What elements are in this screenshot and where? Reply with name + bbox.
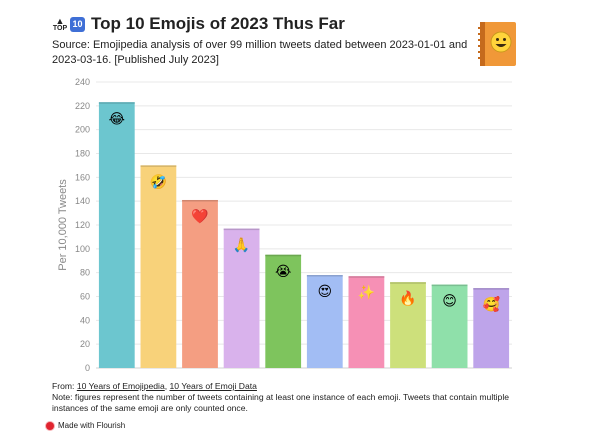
bar-emoji-label: 🥰 bbox=[482, 295, 500, 313]
y-tick-label: 0 bbox=[85, 363, 90, 373]
keycap-ten-icon: 10 bbox=[70, 16, 85, 32]
bar-emoji-label: 😭 bbox=[275, 264, 291, 280]
bar-emoji-label: 🤣 bbox=[149, 173, 167, 190]
y-tick-label: 40 bbox=[80, 315, 90, 325]
y-tick-label: 100 bbox=[75, 244, 90, 254]
bar[interactable] bbox=[390, 282, 426, 368]
title-badges: ▲ TOP 10 bbox=[52, 15, 85, 32]
y-tick-label: 160 bbox=[75, 172, 90, 182]
bar-emoji-label: 🙏 bbox=[233, 237, 250, 254]
bar[interactable] bbox=[182, 199, 218, 368]
bar[interactable] bbox=[140, 165, 177, 368]
y-tick-label: 140 bbox=[75, 196, 90, 206]
bar-emoji-label: 🔥 bbox=[399, 290, 416, 307]
bar-chart: 0 20 40 60 80 100 120 140 160 180 200 220 240 Per 10,… bbox=[57, 77, 512, 373]
bar-emoji-label: 😍 bbox=[317, 284, 332, 300]
bar[interactable] bbox=[98, 102, 135, 368]
title-row: ▲ TOP 10 Top 10 Emojis of 2023 Thus Far bbox=[52, 14, 472, 34]
bar[interactable] bbox=[306, 275, 343, 368]
source-link-emoji-data[interactable]: 10 Years of Emoji Data bbox=[169, 381, 257, 391]
bar-emoji-label: 😊 bbox=[442, 294, 457, 310]
y-tick-label: 200 bbox=[75, 125, 90, 135]
y-axis-title: Per 10,000 Tweets bbox=[57, 179, 69, 271]
bar[interactable] bbox=[473, 288, 510, 368]
bar[interactable] bbox=[265, 254, 302, 368]
bar[interactable] bbox=[431, 284, 468, 368]
y-tick-label: 120 bbox=[75, 220, 90, 230]
y-tick-label: 60 bbox=[80, 292, 90, 302]
y-tick-label: 80 bbox=[80, 268, 90, 278]
bar[interactable] bbox=[223, 228, 260, 368]
y-tick-label: 20 bbox=[80, 339, 90, 349]
y-tick-label: 220 bbox=[75, 101, 90, 111]
chart-title: Top 10 Emojis of 2023 Thus Far bbox=[91, 14, 345, 33]
y-tick-label: 240 bbox=[75, 77, 90, 87]
chart-footer: From: 10 Years of Emojipedia, 10 Years o… bbox=[52, 381, 532, 414]
chart-subtitle: Source: Emojipedia analysis of over 99 m… bbox=[52, 39, 468, 66]
emojipedia-book-icon bbox=[478, 22, 516, 66]
y-tick-label: 180 bbox=[75, 149, 90, 159]
bar[interactable] bbox=[348, 276, 385, 368]
source-line: From: 10 Years of Emojipedia, 10 Years o… bbox=[52, 381, 257, 391]
bar-emoji-label: ❤️ bbox=[191, 208, 209, 225]
made-with-flourish[interactable]: Made with Flourish bbox=[46, 421, 125, 430]
top-arrow-icon: ▲ TOP bbox=[52, 15, 68, 32]
source-link-emojipedia[interactable]: 10 Years of Emojipedia bbox=[76, 381, 165, 391]
bar-emoji-label: 😂 bbox=[109, 111, 125, 127]
flourish-logo-icon bbox=[46, 421, 54, 430]
bar-emoji-label: ✨ bbox=[358, 284, 375, 301]
footer-note: Note: figures represent the number of tw… bbox=[52, 392, 510, 413]
